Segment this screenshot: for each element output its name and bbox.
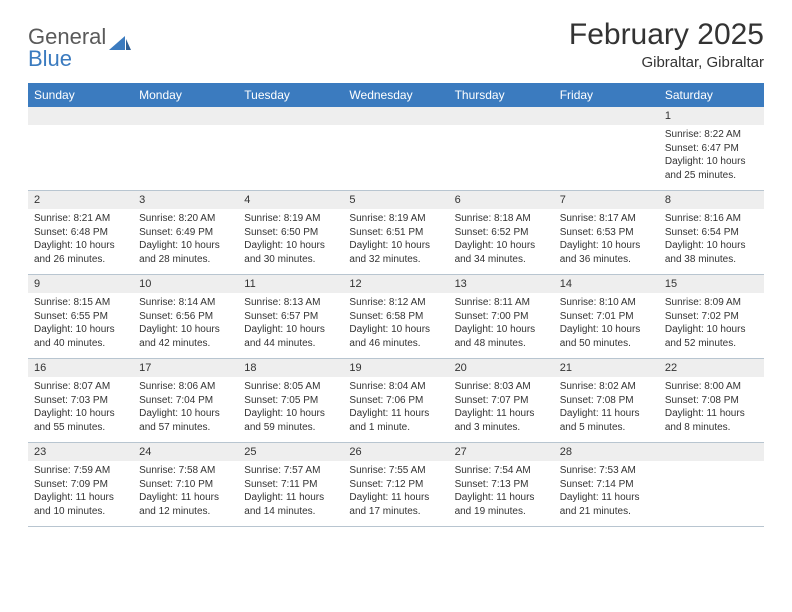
- day-number: 11: [238, 275, 343, 294]
- day-info: Sunrise: 8:19 AMSunset: 6:51 PMDaylight:…: [343, 209, 448, 275]
- daynum-row: 1: [28, 107, 764, 125]
- day-info: Sunrise: 7:59 AMSunset: 7:09 PMDaylight:…: [28, 461, 133, 527]
- day-info: Sunrise: 8:06 AMSunset: 7:04 PMDaylight:…: [133, 377, 238, 443]
- day-number: 23: [28, 443, 133, 462]
- info-row: Sunrise: 8:07 AMSunset: 7:03 PMDaylight:…: [28, 377, 764, 443]
- info-row: Sunrise: 8:22 AMSunset: 6:47 PMDaylight:…: [28, 125, 764, 191]
- weekday-saturday: Saturday: [659, 83, 764, 107]
- day-number: 26: [343, 443, 448, 462]
- day-info: Sunrise: 8:16 AMSunset: 6:54 PMDaylight:…: [659, 209, 764, 275]
- day-info: Sunrise: 8:03 AMSunset: 7:07 PMDaylight:…: [449, 377, 554, 443]
- day-number: 18: [238, 359, 343, 378]
- day-number: [554, 107, 659, 125]
- day-info: Sunrise: 8:00 AMSunset: 7:08 PMDaylight:…: [659, 377, 764, 443]
- day-number: 5: [343, 191, 448, 210]
- day-number: 3: [133, 191, 238, 210]
- weekday-friday: Friday: [554, 83, 659, 107]
- day-number: [659, 443, 764, 462]
- day-info: [449, 125, 554, 191]
- day-info: [343, 125, 448, 191]
- day-info: Sunrise: 7:55 AMSunset: 7:12 PMDaylight:…: [343, 461, 448, 527]
- weekday-tuesday: Tuesday: [238, 83, 343, 107]
- weeks-body: 1Sunrise: 8:22 AMSunset: 6:47 PMDaylight…: [28, 107, 764, 527]
- day-number: 16: [28, 359, 133, 378]
- day-info: Sunrise: 8:10 AMSunset: 7:01 PMDaylight:…: [554, 293, 659, 359]
- day-number: [449, 107, 554, 125]
- day-info: Sunrise: 8:07 AMSunset: 7:03 PMDaylight:…: [28, 377, 133, 443]
- day-info: [28, 125, 133, 191]
- day-number: [238, 107, 343, 125]
- day-number: 12: [343, 275, 448, 294]
- weekday-sunday: Sunday: [28, 83, 133, 107]
- day-number: [133, 107, 238, 125]
- title-block: February 2025 Gibraltar, Gibraltar: [569, 18, 764, 71]
- day-number: 19: [343, 359, 448, 378]
- weekday-wednesday: Wednesday: [343, 83, 448, 107]
- day-info: Sunrise: 8:02 AMSunset: 7:08 PMDaylight:…: [554, 377, 659, 443]
- day-info: Sunrise: 7:54 AMSunset: 7:13 PMDaylight:…: [449, 461, 554, 527]
- day-number: [28, 107, 133, 125]
- info-row: Sunrise: 7:59 AMSunset: 7:09 PMDaylight:…: [28, 461, 764, 527]
- day-number: 4: [238, 191, 343, 210]
- day-info: Sunrise: 8:18 AMSunset: 6:52 PMDaylight:…: [449, 209, 554, 275]
- day-number: 24: [133, 443, 238, 462]
- calendar-table: Sunday Monday Tuesday Wednesday Thursday…: [28, 83, 764, 527]
- day-number: 27: [449, 443, 554, 462]
- day-info: Sunrise: 7:53 AMSunset: 7:14 PMDaylight:…: [554, 461, 659, 527]
- day-number: 22: [659, 359, 764, 378]
- day-number: 14: [554, 275, 659, 294]
- day-info: [659, 461, 764, 527]
- logo-text-blue: Blue: [28, 46, 72, 72]
- day-info: Sunrise: 8:14 AMSunset: 6:56 PMDaylight:…: [133, 293, 238, 359]
- location: Gibraltar, Gibraltar: [569, 54, 764, 71]
- day-number: 2: [28, 191, 133, 210]
- weekday-monday: Monday: [133, 83, 238, 107]
- day-info: [554, 125, 659, 191]
- daynum-row: 232425262728: [28, 443, 764, 462]
- day-info: Sunrise: 8:21 AMSunset: 6:48 PMDaylight:…: [28, 209, 133, 275]
- daynum-row: 2345678: [28, 191, 764, 210]
- day-info: Sunrise: 8:12 AMSunset: 6:58 PMDaylight:…: [343, 293, 448, 359]
- day-number: 25: [238, 443, 343, 462]
- month-title: February 2025: [569, 18, 764, 52]
- day-info: Sunrise: 8:04 AMSunset: 7:06 PMDaylight:…: [343, 377, 448, 443]
- day-info: Sunrise: 8:15 AMSunset: 6:55 PMDaylight:…: [28, 293, 133, 359]
- info-row: Sunrise: 8:21 AMSunset: 6:48 PMDaylight:…: [28, 209, 764, 275]
- day-info: Sunrise: 8:13 AMSunset: 6:57 PMDaylight:…: [238, 293, 343, 359]
- day-info: Sunrise: 7:58 AMSunset: 7:10 PMDaylight:…: [133, 461, 238, 527]
- day-number: 7: [554, 191, 659, 210]
- day-number: 28: [554, 443, 659, 462]
- day-number: 13: [449, 275, 554, 294]
- calendar-page: General February 2025 Gibraltar, Gibralt…: [0, 0, 792, 545]
- day-number: 20: [449, 359, 554, 378]
- daynum-row: 9101112131415: [28, 275, 764, 294]
- day-info: Sunrise: 8:05 AMSunset: 7:05 PMDaylight:…: [238, 377, 343, 443]
- info-row: Sunrise: 8:15 AMSunset: 6:55 PMDaylight:…: [28, 293, 764, 359]
- day-number: [343, 107, 448, 125]
- day-number: 17: [133, 359, 238, 378]
- sail-icon: [109, 30, 131, 44]
- weekday-header-row: Sunday Monday Tuesday Wednesday Thursday…: [28, 83, 764, 107]
- day-number: 10: [133, 275, 238, 294]
- header: General February 2025 Gibraltar, Gibralt…: [28, 18, 764, 71]
- day-info: Sunrise: 8:22 AMSunset: 6:47 PMDaylight:…: [659, 125, 764, 191]
- day-info: Sunrise: 8:19 AMSunset: 6:50 PMDaylight:…: [238, 209, 343, 275]
- daynum-row: 16171819202122: [28, 359, 764, 378]
- day-number: 9: [28, 275, 133, 294]
- day-info: [238, 125, 343, 191]
- weekday-thursday: Thursday: [449, 83, 554, 107]
- day-number: 1: [659, 107, 764, 125]
- day-info: [133, 125, 238, 191]
- day-info: Sunrise: 8:20 AMSunset: 6:49 PMDaylight:…: [133, 209, 238, 275]
- day-number: 21: [554, 359, 659, 378]
- day-info: Sunrise: 8:11 AMSunset: 7:00 PMDaylight:…: [449, 293, 554, 359]
- day-number: 15: [659, 275, 764, 294]
- day-info: Sunrise: 8:09 AMSunset: 7:02 PMDaylight:…: [659, 293, 764, 359]
- day-info: Sunrise: 7:57 AMSunset: 7:11 PMDaylight:…: [238, 461, 343, 527]
- day-number: 6: [449, 191, 554, 210]
- day-number: 8: [659, 191, 764, 210]
- day-info: Sunrise: 8:17 AMSunset: 6:53 PMDaylight:…: [554, 209, 659, 275]
